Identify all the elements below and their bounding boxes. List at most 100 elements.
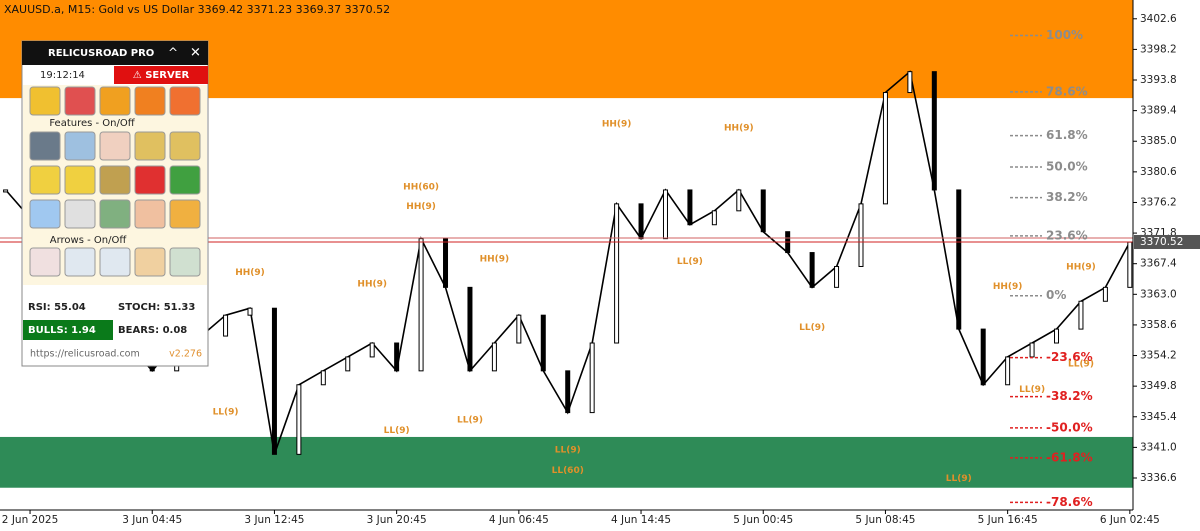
feature-icon[interactable] (169, 165, 201, 195)
candle (907, 71, 913, 94)
candle (223, 314, 229, 337)
feature-icon[interactable] (64, 165, 96, 195)
time-axis (0, 510, 1200, 531)
candle (345, 356, 351, 372)
feature-icon[interactable] (99, 131, 131, 161)
x-tick-label: 3 Jun 12:45 (244, 514, 304, 526)
candle (443, 238, 449, 288)
candle (858, 203, 864, 267)
candle (760, 189, 766, 233)
x-tick-label: 4 Jun 14:45 (611, 514, 671, 526)
y-tick-label: 3389.4 (1140, 105, 1177, 117)
feature-icon[interactable] (99, 86, 131, 116)
y-tick-label: 3354.2 (1140, 350, 1177, 362)
feature-icon[interactable] (64, 131, 96, 161)
price-axis (1133, 0, 1200, 531)
y-tick-label: 3402.6 (1140, 13, 1177, 25)
candle (638, 203, 644, 240)
annotation: LL(9) (677, 257, 703, 267)
server-button[interactable] (114, 66, 208, 84)
x-tick-label: 5 Jun 16:45 (978, 514, 1038, 526)
feature-icon[interactable] (134, 247, 166, 277)
annotation: LL(9) (213, 407, 239, 417)
candle (1005, 356, 1011, 386)
annotation: HH(9) (235, 268, 265, 278)
fib-label: -50.0% (1046, 420, 1093, 434)
annotation: HH(60) (403, 183, 439, 193)
candle (369, 342, 375, 358)
fib-label: 61.8% (1046, 128, 1088, 142)
fib-label: 23.6% (1046, 228, 1088, 242)
feature-icon[interactable] (29, 131, 61, 161)
feature-icon[interactable] (134, 86, 166, 116)
feature-icon[interactable] (169, 131, 201, 161)
candle (931, 71, 937, 191)
annotation: LL(9) (384, 426, 410, 436)
feature-icon[interactable] (29, 199, 61, 229)
feature-icon[interactable] (29, 165, 61, 195)
candle (1127, 241, 1133, 288)
feature-icon[interactable] (134, 199, 166, 229)
fib-label: -61.8% (1046, 450, 1093, 464)
candle (540, 314, 546, 372)
candle (491, 342, 497, 372)
panel-clock: 19:12:14 (40, 70, 85, 81)
candle (662, 189, 668, 240)
fib-label: 50.0% (1046, 159, 1088, 173)
url[interactable]: https://relicusroad.com (30, 349, 140, 360)
feature-icon[interactable] (169, 86, 201, 116)
rsi: RSI: 55.04 (28, 302, 86, 313)
y-tick-label: 3341.0 (1140, 441, 1177, 453)
feature-icon[interactable] (99, 247, 131, 277)
y-tick-label: 3358.6 (1140, 319, 1177, 331)
panel-title: RELICUSROAD PRO (48, 48, 154, 59)
y-tick-label: 3385.0 (1140, 135, 1177, 147)
annotation: LL(9) (1019, 385, 1045, 395)
candle (271, 307, 277, 455)
y-tick-label: 3349.8 (1140, 380, 1177, 392)
x-tick-label: 3 Jun 04:45 (122, 514, 182, 526)
fib-label: 100% (1046, 28, 1083, 42)
annotation: LL(9) (946, 474, 972, 484)
minimize-button[interactable]: ^ (168, 46, 178, 60)
annotation: LL(9) (799, 323, 825, 333)
y-tick-label: 3367.4 (1140, 258, 1177, 270)
feature-icon[interactable] (64, 86, 96, 116)
candle (320, 370, 326, 386)
current-price-label: 3370.52 (1140, 236, 1183, 248)
feature-icon[interactable] (64, 199, 96, 229)
feature-icon[interactable] (99, 165, 131, 195)
feature-icon[interactable] (99, 199, 131, 229)
bulls-box (23, 320, 113, 340)
panel-titlebar (22, 41, 208, 65)
fib-label: -38.2% (1046, 389, 1093, 403)
x-tick-label: 6 Jun 02:45 (1100, 514, 1160, 526)
candle (834, 265, 840, 288)
server-label: ⚠ SERVER (133, 70, 190, 81)
candle (1029, 342, 1035, 358)
feature-icon[interactable] (134, 165, 166, 195)
annotation: LL(60) (552, 466, 584, 476)
panel: RELICUSROAD PRO ^ ✕ 19:12:14 ⚠ SERVER Feature… (21, 40, 209, 367)
x-tick-label: 3 Jun 20:45 (367, 514, 427, 526)
close-button[interactable]: ✕ (190, 46, 201, 61)
x-tick-label: 5 Jun 08:45 (855, 514, 915, 526)
fib-label: 78.6% (1046, 84, 1088, 98)
candle (736, 189, 742, 212)
feature-icon[interactable] (169, 247, 201, 277)
fib-label: 38.2% (1046, 190, 1088, 204)
candle (418, 238, 424, 372)
stoch: STOCH: 51.33 (118, 302, 195, 313)
candle (687, 189, 693, 226)
feature-icon[interactable] (29, 247, 61, 277)
annotation: HH(9) (602, 119, 632, 129)
feature-icon[interactable] (134, 131, 166, 161)
annotation: HH(9) (724, 124, 754, 134)
feature-icon[interactable] (29, 86, 61, 116)
annotation: HH(9) (1066, 263, 1096, 273)
feature-icon[interactable] (64, 247, 96, 277)
candle (247, 307, 253, 316)
y-tick-label: 3380.6 (1140, 166, 1177, 178)
feature-icon[interactable] (169, 199, 201, 229)
